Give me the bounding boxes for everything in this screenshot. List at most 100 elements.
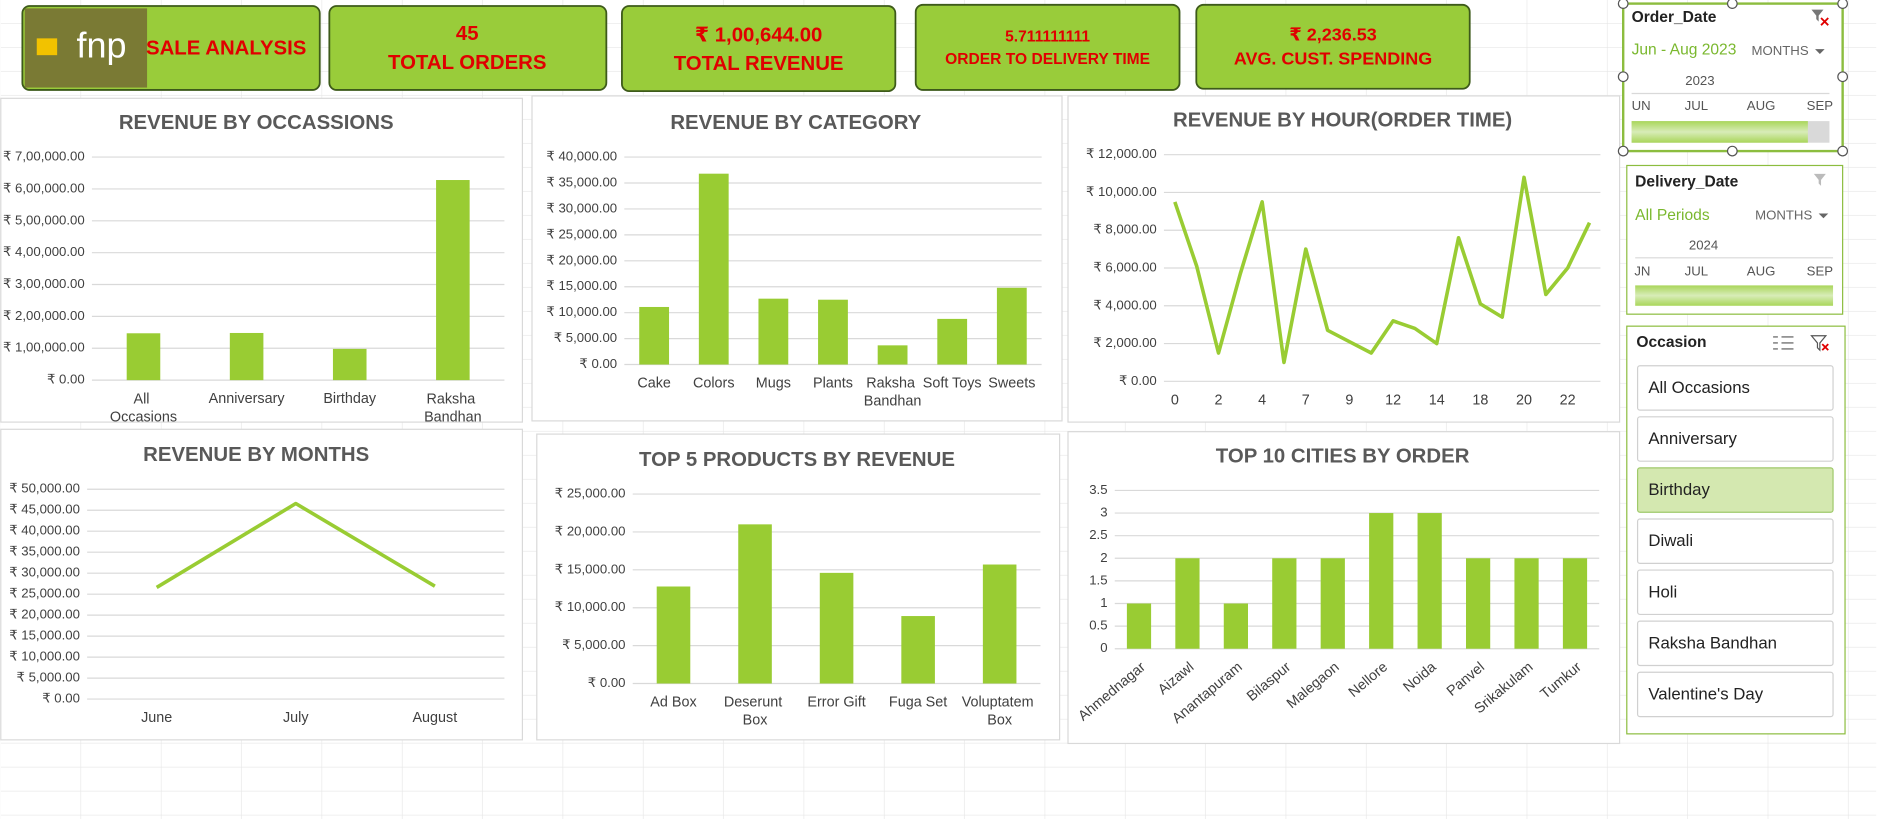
line-series: [155, 501, 436, 589]
logo-icon: [36, 38, 58, 56]
slicer-item[interactable]: [1636, 620, 1834, 667]
y-tick-label: ₹ 12,000.00: [1086, 146, 1157, 161]
y-tick-label: ₹ 45,000.00: [9, 502, 80, 517]
slicer-item-label[interactable]: Raksha Bandhan: [1648, 633, 1777, 652]
slicer-title: Order_Date: [1632, 9, 1717, 26]
timeline-level[interactable]: MONTHS: [1752, 43, 1809, 58]
slicer-item-label[interactable]: Anniversary: [1648, 429, 1737, 448]
y-tick-label: 2: [1100, 550, 1107, 565]
x-tick-label: Cake: [637, 376, 671, 392]
slicer-item[interactable]: [1636, 518, 1834, 564]
slicer-item-label[interactable]: Diwali: [1648, 531, 1693, 550]
kpi-card: [1195, 3, 1471, 90]
slicer-title: Delivery_Date: [1635, 173, 1738, 190]
slicer-item[interactable]: [1636, 365, 1834, 411]
y-tick-label: ₹ 0.00: [1119, 373, 1157, 388]
y-tick-label: ₹ 5,000.00: [554, 330, 617, 345]
slicer-item[interactable]: [1636, 569, 1834, 616]
timeline-selection-label: Jun - Aug 2023: [1632, 41, 1737, 58]
x-tick-label: July: [283, 710, 309, 726]
bar: [819, 572, 854, 684]
clear-filter-icon[interactable]: [1811, 9, 1824, 22]
bar: [1465, 558, 1491, 649]
kpi-value: ₹ 1,00,644.00: [695, 24, 822, 46]
y-tick-label: ₹ 3,00,000.00: [3, 276, 85, 291]
clear-filter-icon[interactable]: [1813, 173, 1826, 186]
bar: [332, 348, 367, 381]
slicer-item-label[interactable]: All Occasions: [1648, 378, 1750, 397]
y-tick-label: ₹ 2,000.00: [1093, 335, 1156, 350]
bar: [126, 333, 161, 381]
x-tick-label: 14: [1429, 392, 1445, 408]
x-tick-label: 22: [1560, 392, 1576, 408]
y-tick-label: ₹ 40,000.00: [546, 149, 617, 164]
y-tick-label: ₹ 10,000.00: [9, 649, 80, 664]
slicer-item-label[interactable]: Holi: [1648, 582, 1677, 601]
multi-select-icon[interactable]: [1773, 336, 1794, 350]
timeline-month: AUG: [1747, 98, 1776, 113]
slicer-title: Occasion: [1636, 334, 1706, 351]
chart-title: REVENUE BY MONTHS: [143, 444, 369, 466]
y-tick-label: ₹ 15,000.00: [9, 628, 80, 643]
chart-title: REVENUE BY OCCASSIONS: [119, 112, 394, 134]
y-tick-label: ₹ 0.00: [579, 356, 617, 371]
timeline-selection[interactable]: [1635, 285, 1834, 306]
kpi-label: ORDER TO DELIVERY TIME: [945, 51, 1150, 68]
timeline-selection-label: All Periods: [1635, 207, 1710, 224]
handle: [1726, 145, 1738, 157]
y-tick-label: ₹ 5,000.00: [562, 637, 625, 652]
clear-filter-icon[interactable]: [1810, 335, 1828, 352]
handle: [1726, 0, 1738, 9]
bar: [996, 287, 1027, 365]
slicer-item[interactable]: [1636, 416, 1834, 462]
kpi-value: 45: [456, 23, 479, 45]
y-tick-label: ₹ 40,000.00: [9, 523, 80, 538]
y-tick-label: ₹ 1,00,000.00: [3, 340, 85, 355]
x-tick-label: Colors: [693, 376, 735, 392]
y-tick-label: ₹ 6,000.00: [1093, 259, 1156, 274]
slicer-item[interactable]: [1636, 467, 1834, 513]
chart-title: REVENUE BY CATEGORY: [670, 112, 921, 134]
timeline-selection[interactable]: [1631, 121, 1808, 143]
x-tick-label: Error Gift: [807, 694, 865, 710]
bar: [877, 345, 908, 365]
y-tick-label: ₹ 0.00: [47, 372, 85, 387]
bar: [639, 306, 670, 365]
x-tick-label: Birthday: [323, 391, 377, 407]
handle: [1617, 145, 1629, 157]
dashboard-title: SALE ANALYSIS: [146, 38, 306, 60]
bar: [1175, 558, 1200, 649]
x-tick-label: Plants: [813, 376, 853, 392]
y-tick-label: ₹ 8,000.00: [1093, 222, 1156, 237]
chart-title: TOP 5 PRODUCTS BY REVENUE: [639, 449, 955, 471]
y-tick-label: ₹ 7,00,000.00: [3, 149, 85, 164]
x-tick-label: 2: [1214, 392, 1222, 408]
timeline-level[interactable]: MONTHS: [1755, 207, 1812, 222]
y-tick-label: ₹ 4,00,000.00: [3, 244, 85, 259]
y-tick-label: ₹ 5,00,000.00: [3, 212, 85, 227]
chart-panel: [1067, 95, 1621, 423]
kpi-label: TOTAL ORDERS: [388, 52, 546, 74]
bar: [901, 616, 935, 684]
bar: [698, 173, 729, 365]
timeline-month: JN: [1634, 264, 1650, 279]
y-tick-label: ₹ 35,000.00: [546, 175, 617, 190]
x-tick-label: Voluptatem Box: [962, 694, 1038, 728]
slicer-item[interactable]: [1636, 671, 1834, 718]
y-tick-label: ₹ 20,000.00: [546, 252, 617, 267]
slicer-item-label[interactable]: Valentine's Day: [1648, 684, 1763, 703]
y-tick-label: 0.5: [1089, 618, 1107, 633]
bar: [1272, 558, 1297, 649]
chart-title: TOP 10 CITIES BY ORDER: [1216, 445, 1470, 467]
bar: [1514, 558, 1539, 649]
y-tick-label: 1: [1100, 595, 1107, 610]
y-tick-label: 3: [1100, 505, 1107, 520]
kpi-row: fnp SALE ANALYSIS 45 TOTAL ORDERS ₹ 1,00…: [21, 3, 1471, 93]
slicer-item-label[interactable]: Birthday: [1648, 480, 1710, 499]
x-tick-label: August: [412, 710, 457, 726]
x-tick-label: June: [141, 710, 172, 726]
kpi-value: ₹ 2,236.53: [1289, 25, 1376, 45]
line-series: [1173, 175, 1592, 365]
bar: [1126, 603, 1152, 649]
